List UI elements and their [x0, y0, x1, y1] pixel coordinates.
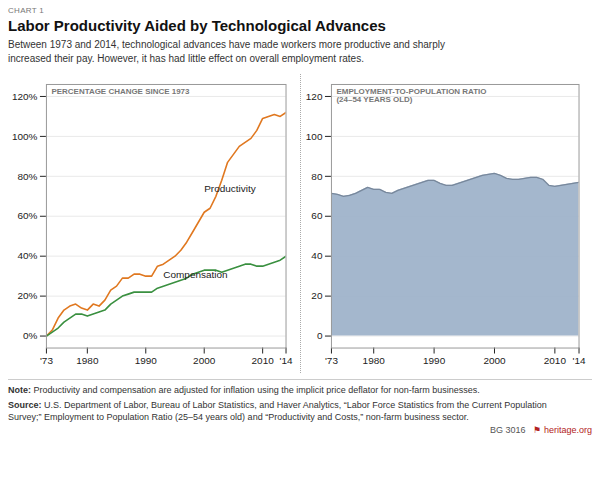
svg-text:0%: 0%: [23, 330, 38, 341]
svg-text:40: 40: [311, 250, 323, 261]
svg-text:Compensation: Compensation: [163, 269, 227, 280]
svg-text:100: 100: [305, 131, 322, 142]
svg-text:'14: '14: [572, 355, 585, 366]
html-text:BG 3016: BG 3016: [489, 424, 526, 435]
svg-text:100%: 100%: [12, 131, 38, 142]
svg-text:2010: 2010: [252, 355, 275, 366]
svg-text:1990: 1990: [135, 355, 158, 366]
svg-text:1980: 1980: [362, 355, 385, 366]
svg-text:2010: 2010: [543, 355, 566, 366]
svg-text:40%: 40%: [17, 250, 37, 261]
svg-text:120%: 120%: [12, 91, 38, 102]
html-text:CHART 1: CHART 1: [8, 6, 44, 15]
svg-text:2000: 2000: [483, 355, 506, 366]
svg-text:60: 60: [311, 210, 323, 221]
svg-text:60%: 60%: [17, 210, 37, 221]
svg-text:20%: 20%: [17, 290, 37, 301]
html-text:Source: U.S. Department of Lab: Source: U.S. Department of Labor, Bureau…: [8, 399, 547, 422]
svg-text:80: 80: [311, 171, 323, 182]
svg-text:120: 120: [305, 91, 322, 102]
svg-text:'73: '73: [40, 355, 53, 366]
html-text:Between 1973 and 2014, technol: Between 1973 and 2014, technological adv…: [8, 39, 445, 64]
svg-text:0: 0: [316, 330, 322, 341]
svg-text:PERCENTAGE CHANGE SINCE 1973: PERCENTAGE CHANGE SINCE 1973: [51, 87, 190, 96]
svg-text:'14: '14: [280, 355, 293, 366]
svg-text:1980: 1980: [76, 355, 99, 366]
svg-text:2000: 2000: [193, 355, 216, 366]
svg-text:Productivity: Productivity: [204, 183, 256, 194]
svg-text:20: 20: [311, 290, 323, 301]
svg-text:1990: 1990: [423, 355, 446, 366]
html-text:⚑ heritage.org: ⚑ heritage.org: [533, 424, 592, 435]
svg-text:80%: 80%: [17, 171, 37, 182]
html-text:Note: Productivity and compens: Note: Productivity and compensation are …: [8, 385, 480, 396]
svg-text:'73: '73: [324, 355, 337, 366]
svg-text:EMPLOYMENT-TO-POPULATION RATIO: EMPLOYMENT-TO-POPULATION RATIO(24–54 YEA…: [336, 87, 486, 104]
html-text:Labor Productivity Aided by Te: Labor Productivity Aided by Technologica…: [8, 17, 386, 34]
